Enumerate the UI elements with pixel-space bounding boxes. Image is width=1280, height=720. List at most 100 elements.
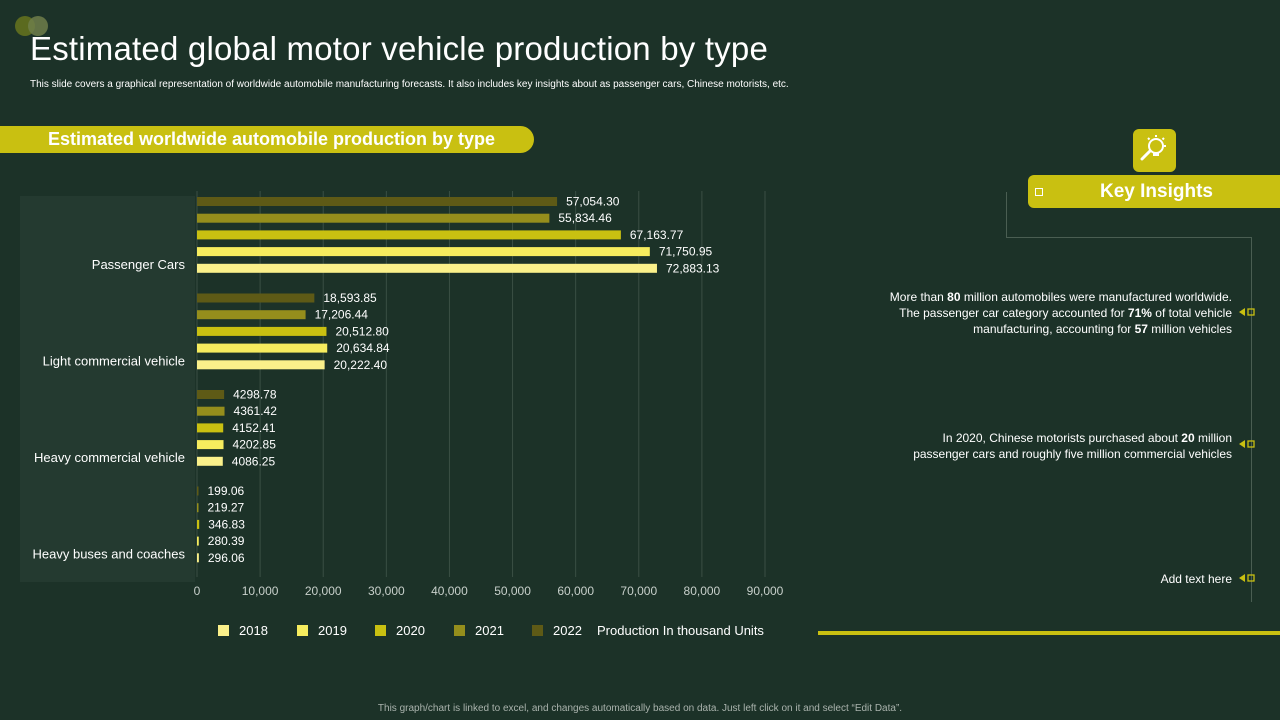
bar-2020 — [197, 519, 200, 529]
data-label: 4086.25 — [232, 454, 276, 468]
insight-text: More than — [889, 290, 948, 304]
insight-text: million vehicles — [1147, 322, 1232, 336]
data-label: 18,593.85 — [323, 291, 377, 305]
bar-2020 — [197, 423, 224, 433]
x-tick-label: 70,000 — [620, 584, 657, 598]
bar-2022 — [197, 390, 225, 399]
bar-2020 — [197, 230, 621, 240]
data-label: 55,834.46 — [558, 211, 612, 225]
category-label: Light commercial vehicle — [43, 353, 185, 368]
data-label: 199.06 — [208, 484, 245, 498]
bar-2019 — [197, 440, 224, 450]
lightbulb-icon — [1133, 129, 1176, 172]
category-label: Heavy buses and coaches — [33, 546, 186, 561]
bar-2018 — [197, 263, 657, 273]
legend-label: 2019 — [318, 623, 347, 638]
bar-2019 — [197, 536, 199, 546]
legend-item-2021: 2021 — [454, 623, 504, 638]
data-label: 71,750.95 — [659, 245, 713, 259]
connector-line — [1251, 237, 1252, 602]
data-label: 20,512.80 — [335, 324, 389, 338]
bar-2021 — [197, 213, 550, 223]
x-tick-label: 30,000 — [368, 584, 405, 598]
key-insights-title: Key Insights — [1100, 181, 1213, 202]
insight-highlight: 80 — [947, 290, 961, 304]
connector-line — [1006, 237, 1252, 238]
legend-swatch — [297, 625, 308, 636]
data-label: 346.83 — [208, 517, 245, 531]
accent-divider — [818, 631, 1280, 635]
category-label-panel — [20, 196, 195, 582]
legend-item-2018: 2018 — [218, 623, 268, 638]
x-tick-label: 0 — [194, 584, 201, 598]
decorative-circle — [28, 16, 48, 36]
data-label: 20,634.84 — [336, 341, 390, 355]
insight-highlight: 57 — [1134, 322, 1148, 336]
data-label: 280.39 — [208, 534, 245, 548]
bar-2022 — [197, 197, 558, 206]
data-label: 4361.42 — [234, 404, 278, 418]
bar-2021 — [197, 310, 306, 320]
insight-marker-icon — [1239, 574, 1255, 582]
data-label: 17,206.44 — [315, 308, 369, 322]
legend-item-2022: 2022 — [532, 623, 582, 638]
x-tick-label: 50,000 — [494, 584, 531, 598]
bar-2018 — [197, 456, 223, 466]
data-label: 4152.41 — [232, 421, 276, 435]
legend-swatch — [218, 625, 229, 636]
category-label: Heavy commercial vehicle — [34, 450, 185, 465]
legend-label: 2022 — [553, 623, 582, 638]
legend-label: 2018 — [239, 623, 268, 638]
insight-text-2: In 2020, Chinese motorists purchased abo… — [913, 430, 1232, 462]
data-label: 4202.85 — [233, 438, 277, 452]
bar-2018 — [197, 553, 199, 563]
bar-2019 — [197, 247, 650, 257]
insight-text: In 2020, Chinese motorists purchased abo… — [942, 431, 1182, 445]
category-label: Passenger Cars — [92, 257, 186, 272]
bar-2021 — [197, 406, 225, 416]
insight-text-1: More than 80 million automobiles were ma… — [890, 289, 1232, 337]
x-axis-title: Production In thousand Units — [597, 623, 764, 638]
connector-line — [1006, 192, 1007, 237]
insight-text: passenger cars and roughly five million … — [913, 447, 1232, 461]
insight-text: The passenger car category accounted for — [899, 306, 1128, 320]
insight-text: million automobiles were manufactured wo… — [960, 290, 1232, 304]
bar-2020 — [197, 326, 327, 336]
insight-text: manufacturing, accounting for — [973, 322, 1135, 336]
x-tick-label: 80,000 — [684, 584, 721, 598]
production-bar-chart: 0 10,000 20,000 30,000 40,000 50,000 60,000 70,… — [20, 191, 784, 598]
legend-label: 2021 — [475, 623, 504, 638]
data-label: 67,163.77 — [630, 228, 684, 242]
x-tick-label: 10,000 — [242, 584, 279, 598]
insight-marker-icon — [1239, 308, 1255, 316]
data-label: 219.27 — [208, 501, 245, 515]
bar-2022 — [197, 293, 315, 303]
data-label: 296.06 — [208, 551, 245, 565]
key-insights-header: Key Insights — [1028, 175, 1280, 208]
data-label: 57,054.30 — [566, 195, 620, 209]
x-tick-label: 40,000 — [431, 584, 468, 598]
footnote: This graph/chart is linked to excel, and… — [377, 703, 903, 714]
bar-2021 — [197, 503, 199, 513]
data-label: 20,222.40 — [334, 358, 388, 372]
x-tick-label: 60,000 — [557, 584, 594, 598]
insight-marker-icon — [1239, 440, 1255, 448]
legend-swatch — [454, 625, 465, 636]
page-subtitle: This slide covers a graphical representa… — [30, 79, 789, 90]
legend-item-2019: 2019 — [297, 623, 347, 638]
x-tick-label: 20,000 — [305, 584, 342, 598]
bar-2018 — [197, 360, 325, 370]
bar-2022 — [197, 486, 199, 496]
bar-2019 — [197, 343, 328, 353]
legend-swatch — [532, 625, 543, 636]
insight-text: of total vehicle — [1151, 306, 1232, 320]
chart-section-banner: Estimated worldwide automobile productio… — [0, 126, 534, 153]
insight-text-3: Add text here — [1160, 572, 1232, 586]
legend-swatch — [375, 625, 386, 636]
data-label: 72,883.13 — [666, 261, 720, 275]
chart-section-label: Estimated worldwide automobile productio… — [48, 129, 496, 149]
bullet-square-icon — [1035, 188, 1043, 196]
insight-highlight: 71% — [1127, 306, 1152, 320]
legend-label: 2020 — [396, 623, 425, 638]
legend-item-2020: 2020 — [375, 623, 425, 638]
